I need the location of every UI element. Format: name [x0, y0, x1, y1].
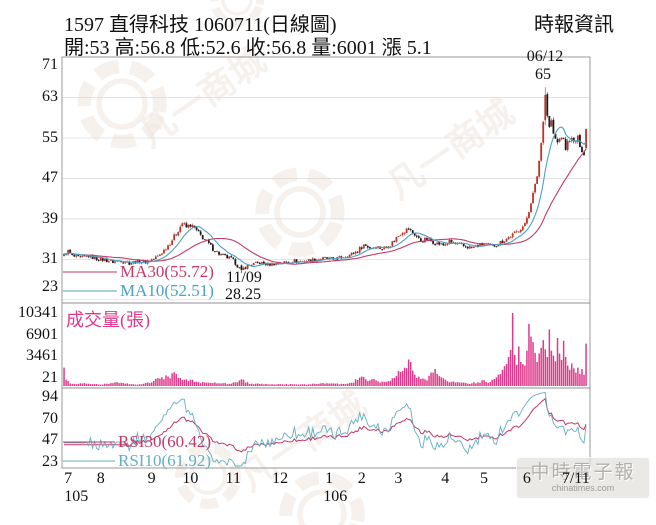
x-axis-month-label: 8 [96, 470, 105, 487]
x-axis-month-label: 2 [357, 470, 366, 487]
x-axis-month-label: 11 [225, 470, 241, 487]
ohlc-quote-line: 開:53 高:56.8 低:52.6 收:56.8 量:6001 漲 5.1 [64, 37, 432, 59]
price-y-tick-label: 47 [42, 169, 58, 187]
x-axis-month-label: 4 [441, 470, 450, 487]
x-axis-month-label: 12 [272, 470, 289, 487]
x-axis-year-label: 105 [64, 488, 89, 505]
x-axis-month-label: 1 [325, 470, 334, 487]
volume-y-tick-label: 21 [42, 369, 58, 386]
rsi-y-tick-label: 23 [42, 453, 58, 470]
x-axis-month-label: 7 [64, 470, 73, 487]
peak-price-annotation: 65 [535, 66, 551, 83]
volume-y-tick-label: 10341 [18, 303, 58, 321]
rsi10-legend-label: RSI10(61.92) [118, 451, 212, 470]
data-source-label: 時報資訊 [534, 14, 614, 36]
price-y-tick-label: 31 [42, 250, 58, 268]
rsi-y-tick-label: 47 [42, 431, 58, 449]
volume-panel-title: 成交量(張) [66, 310, 150, 330]
chart-title: 1597 直得科技 1060711(日線圖) [64, 14, 337, 36]
x-axis-month-label: 9 [147, 470, 156, 487]
x-axis-month-label: 6 [522, 470, 531, 487]
x-axis-month-label: 3 [394, 470, 403, 487]
rsi-y-tick-label: 94 [42, 387, 58, 405]
ma10-legend-label: MA10(52.51) [120, 281, 214, 300]
chinatimes-watermark-text: 中時電子報 [530, 462, 636, 483]
rsi30-legend-label: RSI30(60.42) [118, 432, 212, 451]
price-y-tick-label: 63 [42, 88, 58, 106]
x-axis-month-label: 7/11 [561, 470, 590, 487]
chinatimes-watermark-url: chinatimes.com [551, 483, 615, 493]
peak-date-annotation: 06/12 [526, 48, 564, 65]
volume-y-tick-label: 3461 [26, 347, 58, 365]
chinatimes-watermark-badge: 中時電子報 chinatimes.com [516, 457, 650, 499]
price-y-tick-label: 39 [42, 209, 58, 227]
ma30-legend-label: MA30(55.72) [120, 262, 214, 281]
x-axis-year-label: 106 [323, 488, 348, 505]
x-axis-month-label: 10 [182, 470, 199, 487]
x-axis-month-label: 5 [480, 470, 489, 487]
volume-y-tick-label: 6901 [26, 325, 58, 343]
price-y-tick-label: 55 [42, 128, 58, 146]
price-y-tick-label: 71 [42, 56, 58, 73]
low-price-annotation: 28.25 [225, 286, 261, 303]
rsi-y-tick-label: 70 [42, 409, 58, 427]
price-y-tick-label: 23 [42, 278, 58, 295]
low-date-annotation: 11/09 [226, 269, 262, 286]
